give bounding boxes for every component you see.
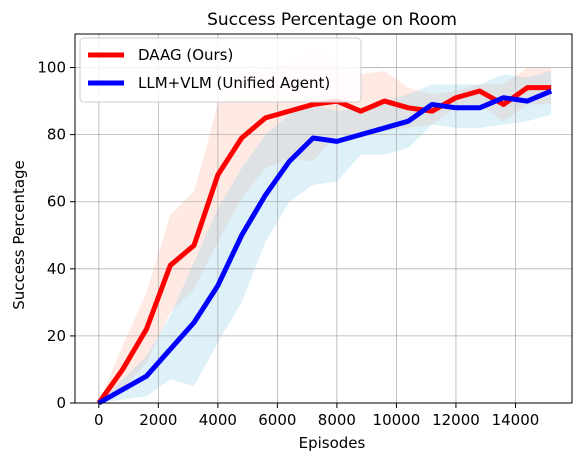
y-axis-ticks: 0 20 40 60 80 100 bbox=[37, 59, 75, 412]
line-series-1 bbox=[97, 88, 553, 406]
y-tick-label: 100 bbox=[37, 59, 66, 77]
x-axis-ticks: 0 2000 4000 6000 8000 10000 12000 14000 bbox=[94, 403, 539, 429]
series-lines bbox=[96, 85, 553, 406]
plot-frame bbox=[74, 33, 573, 404]
y-axis-label: Success Percentage bbox=[10, 160, 28, 310]
x-tick-label: 4000 bbox=[199, 411, 237, 429]
chart-title: Success Percentage on Room bbox=[207, 10, 457, 30]
confidence-bands bbox=[98, 47, 552, 404]
legend: DAAG (Ours) LLM+VLM (Unified Agent) bbox=[79, 37, 362, 103]
x-tick-label: 12000 bbox=[432, 411, 480, 429]
x-axis-label: Episodes bbox=[299, 434, 366, 452]
y-tick-label: 60 bbox=[47, 193, 66, 211]
y-tick-label: 80 bbox=[47, 126, 66, 144]
x-tick-label: 14000 bbox=[492, 411, 540, 429]
x-tick-label: 0 bbox=[94, 411, 104, 429]
x-tick-label: 6000 bbox=[258, 411, 296, 429]
x-tick-label: 10000 bbox=[373, 411, 421, 429]
y-tick-label: 20 bbox=[47, 327, 66, 345]
y-tick-label: 40 bbox=[47, 260, 66, 278]
legend-box bbox=[79, 37, 362, 103]
y-tick-label: 0 bbox=[56, 394, 66, 412]
legend-label-daag: DAAG (Ours) bbox=[138, 46, 233, 64]
band-series-1 bbox=[98, 70, 552, 404]
x-tick-label: 2000 bbox=[139, 411, 177, 429]
band-series-0 bbox=[98, 47, 552, 403]
legend-label-llm-vlm: LLM+VLM (Unified Agent) bbox=[138, 74, 330, 92]
x-tick-label: 8000 bbox=[318, 411, 356, 429]
line-series-0 bbox=[96, 85, 552, 405]
